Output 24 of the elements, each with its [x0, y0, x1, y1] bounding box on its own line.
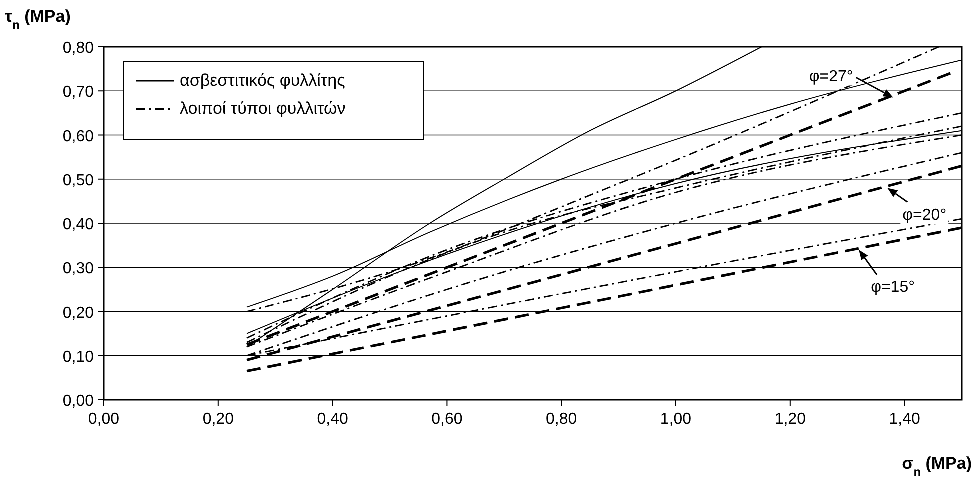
annotation: φ=15° [871, 278, 915, 296]
x-tick-label: 1,40 [889, 411, 920, 428]
y-tick-label: 0,20 [62, 304, 94, 322]
y-axis-title: τ$_{n}$ (MPa) [5, 7, 71, 32]
legend-label: λοιποί τύποι φυλλιτών [180, 99, 346, 118]
x-tick-label: 0,60 [432, 411, 463, 428]
y-tick-label: 0,00 [62, 393, 94, 410]
y-tick-label: 0,30 [62, 260, 94, 278]
x-tick-label: 0,00 [88, 411, 120, 428]
x-tick-label: 0,80 [546, 411, 578, 428]
legend-label: ασβεστιτικός φυλλίτης [180, 71, 346, 90]
y-tick-label: 0,40 [62, 216, 94, 234]
y-tick-label: 0,70 [62, 84, 94, 102]
x-axis-title: σ$_{n}$ (MPa) [902, 454, 972, 479]
annotation: φ=20° [902, 207, 947, 224]
x-tick-label: 0,20 [202, 411, 234, 428]
y-tick-label: 0,50 [62, 172, 94, 190]
x-tick-label: 1,00 [660, 411, 692, 428]
y-tick-label: 0,80 [62, 40, 94, 57]
annotation: φ=27° [809, 68, 854, 86]
x-tick-label: 1,20 [774, 411, 806, 428]
y-tick-label: 0,60 [62, 128, 94, 146]
y-tick-label: 0,10 [62, 348, 94, 366]
x-tick-label: 0,40 [317, 411, 348, 428]
